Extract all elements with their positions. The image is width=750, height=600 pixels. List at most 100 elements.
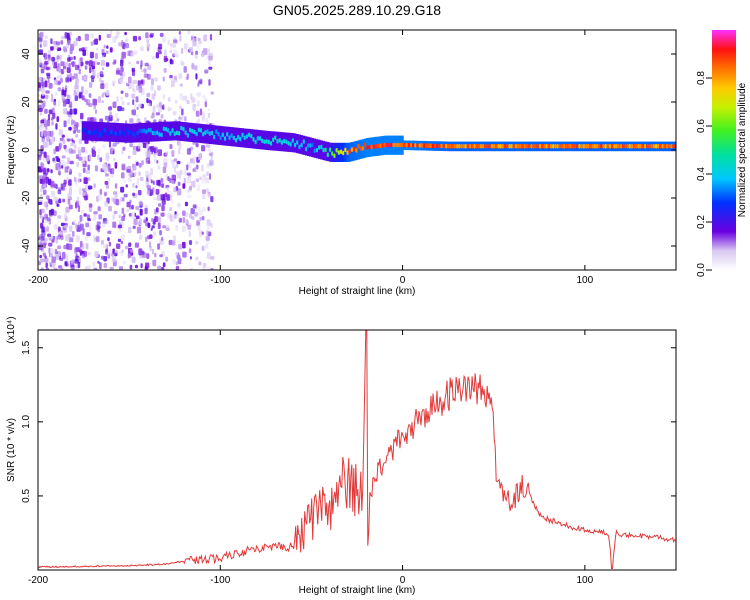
heatmap-cell [392,142,395,148]
heatmap-cell [146,178,149,182]
heatmap-cell [138,36,141,41]
heatmap-cell [127,252,132,258]
heatmap-cell [173,75,177,80]
heatmap-cell [97,132,100,137]
heatmap-cell [622,144,625,149]
heatmap-cell [112,36,117,43]
heatmap-cell [99,77,102,83]
heatmap-cell [83,250,87,257]
heatmap-cell [416,143,419,148]
heatmap-cell [96,221,101,225]
heatmap-cell [221,132,225,137]
heatmap-cell [93,183,96,188]
heatmap-cell [171,80,175,88]
heatmap-cell [57,245,62,250]
heatmap-cell [169,121,172,141]
heatmap-cell [143,128,146,133]
heatmap-cell [68,62,71,68]
heatmap-cell [183,169,188,176]
heatmap-cell [139,218,142,226]
heatmap-cell [43,227,49,232]
heatmap-cell [58,198,62,204]
heatmap-cell [170,216,175,222]
heatmap-cell [150,189,153,196]
heatmap-cell [94,38,99,45]
heatmap-cell [320,144,323,150]
heatmap-cell [87,251,91,256]
heatmap-cell [99,132,102,137]
heatmap-cell [195,178,200,183]
heatmap-cell [210,256,215,260]
heatmap-cell [59,257,64,261]
heatmap-cell [136,130,139,136]
heatmap-cell [205,235,210,241]
heatmap-cell [83,127,87,133]
heatmap-cell [97,206,101,212]
heatmap-cell [131,204,134,210]
colorbar-ticks: 0.0 0.2 0.4 0.6 0.8 [696,71,712,277]
heatmap-cell [74,223,78,230]
heatmap-cell [151,249,154,255]
heatmap-cell [650,144,654,149]
heatmap-cell [119,266,123,270]
heatmap-cell [123,193,128,198]
heatmap-cell [112,131,115,137]
heatmap-cell [223,126,227,146]
heatmap-cell [88,93,92,98]
heatmap-cell [134,133,137,138]
heatmap-cell [184,201,188,207]
heatmap-cell [307,143,310,148]
heatmap-cell [38,107,43,112]
heatmap-cell [117,105,122,112]
heatmap-cell [116,118,120,122]
heatmap-cell [50,98,54,103]
heatmap-cell [52,235,56,240]
heatmap-cell [112,142,117,147]
heatmap-cell [99,262,102,270]
heatmap-cell [39,111,42,116]
heatmap-cell [198,216,203,223]
heatmap-cell [177,188,182,196]
heatmap-cell [144,265,148,270]
heatmap-cell [195,110,200,117]
heatmap-cell [151,130,155,136]
heatmap-cell [188,248,192,253]
heatmap-cell [190,93,193,100]
heatmap-cell [66,67,71,74]
heatmap-cell [84,265,89,270]
heatmap-cell [60,36,66,40]
heatmap-cell [298,144,301,150]
heatmap-cell [52,262,56,270]
heatmap-cell [74,77,78,82]
heatmap-cell [648,144,651,149]
heatmap-cell [147,235,152,240]
heatmap-cell [173,213,177,219]
heatmap-cell [125,39,128,43]
heatmap-cell [43,211,47,218]
heatmap-cell [113,198,118,205]
heatmap-cell [71,119,74,126]
heatmap-cell [261,138,264,144]
heatmap-cell [205,177,209,184]
heatmap-cell [147,99,151,103]
heatmap-cell [39,40,42,45]
heatmap-cell [132,183,135,188]
heatmap-cell [132,35,138,42]
heatmap-cell [110,173,114,178]
heatmap-cell [600,144,603,149]
heatmap-cell [177,257,182,265]
heatmap-cell [187,224,191,230]
heatmap-cell [160,177,164,183]
heatmap-cell [219,135,223,140]
heatmap-cell [388,142,391,148]
heatmap-cell [326,152,330,157]
heatmap-cell [117,224,122,229]
heatmap-cell [186,133,190,138]
heatmap-cell [394,142,398,148]
heatmap-cell [637,144,640,149]
heatmap-cell [71,138,74,142]
heatmap-cell [112,83,115,87]
heatmap-cell [121,149,124,155]
heatmap-cell [100,74,104,78]
colorbar-tick-label: 0.4 [696,167,707,181]
